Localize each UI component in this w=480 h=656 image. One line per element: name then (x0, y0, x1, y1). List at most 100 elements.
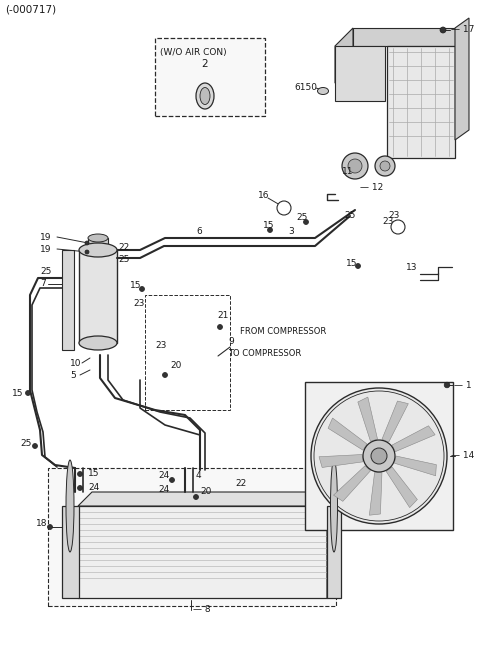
Text: — 12: — 12 (360, 184, 383, 192)
Text: 24: 24 (158, 485, 169, 493)
Bar (62, 250, 74, 350)
Text: 19: 19 (40, 232, 51, 241)
Text: 13: 13 (406, 262, 418, 272)
Text: 25: 25 (20, 438, 31, 447)
Polygon shape (386, 467, 418, 508)
Bar (48, 468, 336, 606)
Text: 9: 9 (228, 337, 234, 346)
Polygon shape (319, 455, 363, 468)
Ellipse shape (200, 87, 210, 104)
Polygon shape (382, 401, 408, 442)
Circle shape (303, 220, 309, 224)
Text: 22: 22 (235, 478, 246, 487)
Text: (W/O AIR CON): (W/O AIR CON) (160, 47, 227, 56)
Circle shape (391, 220, 405, 234)
Circle shape (77, 472, 83, 476)
Text: 25: 25 (118, 255, 130, 264)
Text: 2: 2 (202, 59, 208, 69)
Ellipse shape (196, 83, 214, 109)
Text: 6: 6 (196, 226, 202, 236)
Text: — 17: — 17 (451, 26, 474, 35)
Text: FROM COMPRESSOR: FROM COMPRESSOR (240, 327, 326, 337)
Text: 15: 15 (263, 220, 275, 230)
Text: 15: 15 (130, 281, 142, 289)
Bar (62, 506, 79, 598)
Polygon shape (328, 418, 367, 450)
Text: 24: 24 (88, 483, 99, 493)
Text: 25: 25 (344, 211, 355, 220)
Text: — 14: — 14 (451, 451, 474, 461)
Bar (335, 46, 385, 101)
Polygon shape (335, 28, 353, 83)
Text: 7: 7 (40, 279, 46, 289)
Ellipse shape (317, 87, 328, 94)
Text: 23: 23 (388, 211, 399, 220)
Circle shape (348, 159, 362, 173)
Circle shape (277, 201, 291, 215)
Circle shape (25, 390, 31, 396)
Circle shape (85, 250, 89, 254)
Text: A: A (281, 203, 287, 213)
Text: 22: 22 (118, 243, 129, 253)
Circle shape (371, 448, 387, 464)
Polygon shape (392, 426, 435, 451)
Circle shape (356, 264, 360, 268)
Polygon shape (369, 472, 382, 515)
Text: — 1: — 1 (454, 380, 472, 390)
Bar (145, 295, 230, 410)
Circle shape (193, 495, 199, 499)
Bar (78, 506, 327, 598)
Circle shape (267, 228, 273, 232)
Text: 25: 25 (296, 213, 307, 222)
Text: 19: 19 (40, 245, 51, 253)
Text: 15: 15 (88, 470, 99, 478)
Circle shape (33, 443, 37, 449)
Text: TO COMPRESSOR: TO COMPRESSOR (228, 348, 301, 358)
Ellipse shape (79, 336, 117, 350)
Polygon shape (334, 466, 371, 501)
Polygon shape (395, 456, 436, 476)
Bar (327, 506, 341, 598)
Circle shape (77, 485, 83, 491)
Ellipse shape (79, 243, 117, 257)
Bar (387, 46, 455, 158)
Text: 10: 10 (70, 358, 82, 367)
Circle shape (163, 373, 168, 377)
Circle shape (375, 156, 395, 176)
Text: 23: 23 (133, 298, 144, 308)
Polygon shape (358, 397, 377, 441)
Circle shape (342, 153, 368, 179)
Circle shape (440, 27, 446, 33)
Ellipse shape (66, 460, 74, 552)
Text: 21: 21 (217, 310, 228, 319)
Text: (-000717): (-000717) (5, 5, 56, 15)
Circle shape (444, 382, 450, 388)
Text: 18: 18 (36, 520, 48, 529)
Ellipse shape (331, 460, 337, 552)
Text: 4: 4 (196, 472, 202, 480)
Text: A: A (396, 222, 401, 232)
Polygon shape (78, 492, 341, 506)
Circle shape (85, 241, 89, 245)
Text: 16: 16 (258, 192, 269, 201)
Text: 11: 11 (342, 167, 353, 176)
Circle shape (380, 161, 390, 171)
Circle shape (169, 478, 175, 483)
Text: 5: 5 (70, 371, 76, 380)
Bar (88, 238, 108, 252)
Text: 15: 15 (346, 258, 358, 268)
Polygon shape (327, 492, 341, 598)
Circle shape (217, 325, 223, 329)
Text: 3: 3 (288, 228, 294, 237)
Circle shape (311, 388, 447, 524)
Ellipse shape (88, 234, 108, 242)
Text: 23: 23 (155, 340, 167, 350)
Circle shape (140, 287, 144, 291)
Text: 20: 20 (170, 361, 181, 369)
Bar (155, 38, 265, 116)
Bar (79, 250, 117, 343)
Text: 25: 25 (40, 266, 51, 276)
Polygon shape (455, 18, 469, 140)
Text: — 8: — 8 (193, 605, 211, 615)
Text: 15: 15 (12, 388, 24, 398)
